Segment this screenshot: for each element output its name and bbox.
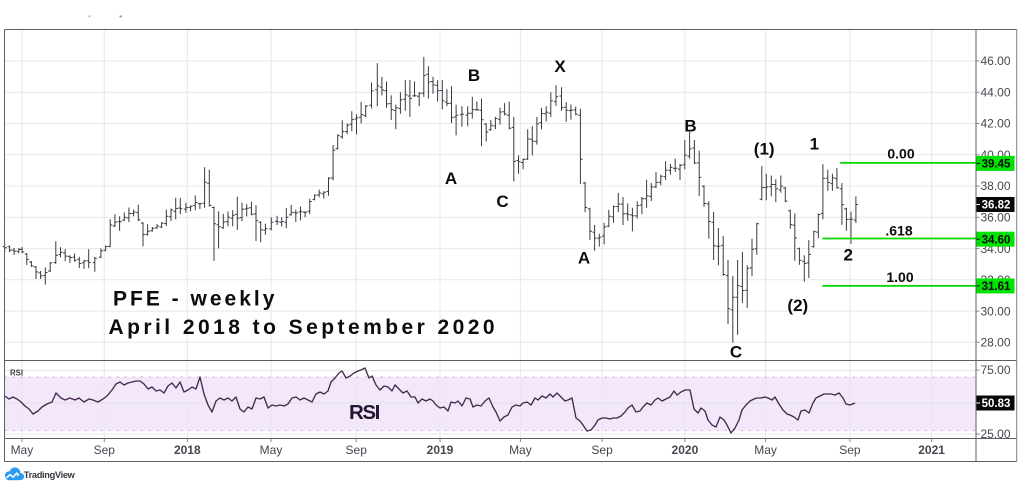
svg-text:April 2018 to September 2020: April 2018 to September 2020: [109, 316, 499, 339]
svg-text:B: B: [684, 116, 696, 135]
svg-text:Sep: Sep: [839, 443, 861, 457]
svg-text:46.00: 46.00: [981, 54, 1011, 68]
svg-text:2018: 2018: [174, 443, 201, 457]
svg-text:B: B: [468, 66, 480, 85]
svg-text:RSI: RSI: [349, 401, 380, 424]
svg-text:Sep: Sep: [591, 443, 613, 457]
svg-text:RSI: RSI: [10, 369, 23, 378]
svg-text:TradingView: TradingView: [24, 470, 76, 480]
svg-text:75.00: 75.00: [981, 363, 1011, 377]
svg-text:May: May: [754, 443, 777, 457]
svg-text:2019: 2019: [427, 443, 454, 457]
svg-text:1.00: 1.00: [886, 269, 913, 285]
svg-text:0.00: 0.00: [887, 146, 914, 162]
svg-text:Sep: Sep: [346, 443, 368, 457]
svg-text:36.82: 36.82: [982, 200, 1011, 212]
svg-text:2020: 2020: [672, 443, 699, 457]
svg-text:A: A: [445, 169, 457, 188]
svg-text:50.83: 50.83: [982, 398, 1011, 410]
svg-text:May: May: [509, 443, 532, 457]
svg-text:2021: 2021: [918, 443, 945, 457]
svg-text:PFE - weekly: PFE - weekly: [113, 288, 277, 311]
svg-text:44.00: 44.00: [981, 86, 1011, 100]
svg-text:28.00: 28.00: [981, 336, 1011, 350]
svg-text:34.60: 34.60: [982, 234, 1011, 246]
svg-text:C: C: [496, 192, 508, 211]
svg-text:25.00: 25.00: [981, 427, 1011, 441]
svg-text:39.45: 39.45: [982, 159, 1011, 171]
svg-text:X: X: [554, 57, 566, 76]
svg-text:May: May: [11, 443, 34, 457]
svg-text:(1): (1): [754, 140, 775, 159]
svg-text:42.00: 42.00: [981, 117, 1011, 131]
svg-text:1: 1: [810, 135, 819, 154]
svg-text:A: A: [578, 249, 590, 268]
svg-text:2: 2: [843, 246, 852, 265]
svg-text:(2): (2): [787, 296, 808, 315]
svg-text:36.00: 36.00: [981, 211, 1011, 225]
svg-text:C: C: [730, 343, 742, 362]
svg-text:.618: .618: [885, 222, 912, 238]
svg-text:Sep: Sep: [94, 443, 116, 457]
svg-text:30.00: 30.00: [981, 304, 1011, 318]
svg-text:38.00: 38.00: [981, 179, 1011, 193]
svg-text:May: May: [260, 443, 283, 457]
svg-text:31.61: 31.61: [982, 281, 1011, 293]
